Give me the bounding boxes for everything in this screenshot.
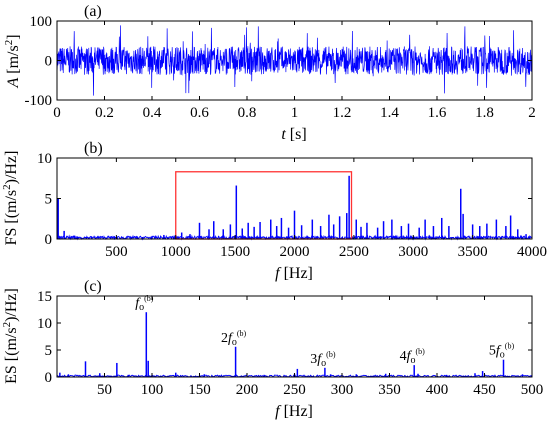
panel-a-y-axis-label: A [m/s2] xyxy=(3,34,22,88)
panel-c-xlabel-var: f xyxy=(275,403,282,420)
x-tick-label: 1.4 xyxy=(380,105,399,121)
panel-b-x-ticks: 500 1000 1500 2000 2500 3000 3500 4000 xyxy=(105,158,547,260)
panel-c-frame xyxy=(56,295,533,378)
x-tick-label: 250 xyxy=(283,382,306,398)
x-tick-label: 0.2 xyxy=(95,105,114,121)
panel-c-envelope-spectrum: (c) fo(b)2fo(b)3fo(b) 4fo(b) 5fo(b) 50 100 1… xyxy=(1,278,543,420)
x-tick-label: 450 xyxy=(473,382,496,398)
panel-c-ylabel-unit-close: )/Hz] xyxy=(3,288,20,322)
x-tick-label: 500 xyxy=(105,244,128,260)
x-tick-label: 0.8 xyxy=(238,105,257,121)
panel-a-xlabel-var: t xyxy=(281,126,286,143)
x-tick-label: 3500 xyxy=(458,244,488,260)
panel-b-fourier-spectrum: (b) 500 1000 1500 2000 2500 3000 3500 4000 0 5 10… xyxy=(1,140,547,282)
panel-c-y-axis-label: ES [(m/s2)/Hz] xyxy=(1,288,20,384)
x-tick-label: 1000 xyxy=(161,244,191,260)
harmonic-label: 5fo(b) xyxy=(489,342,515,361)
panel-c-tag: (c) xyxy=(84,278,102,295)
panel-c-annotations: fo(b) 2fo(b) 3fo(b) 4fo(b) 5fo(b) xyxy=(135,294,514,369)
x-tick-label: 400 xyxy=(426,382,449,398)
panel-a-tag: (a) xyxy=(84,3,102,20)
x-tick-label: 300 xyxy=(331,382,354,398)
harmonic-label: 2fo(b) xyxy=(221,329,247,348)
y-tick-label: 0 xyxy=(45,232,53,248)
x-tick-label: 1500 xyxy=(220,244,250,260)
panel-a-y-ticks: -100 0 100 xyxy=(25,14,532,109)
y-tick-label: 100 xyxy=(30,14,53,30)
x-tick-label: 50 xyxy=(97,382,112,398)
y-tick-label: 15 xyxy=(37,289,52,305)
y-tick-label: -100 xyxy=(25,93,53,109)
y-tick-label: 5 xyxy=(45,192,53,208)
panel-b-tag: (b) xyxy=(84,140,103,157)
x-tick-label: 1.2 xyxy=(333,105,352,121)
panel-a-plot-area xyxy=(56,25,533,96)
x-tick-label: 100 xyxy=(141,382,164,398)
panel-b-plot-area xyxy=(56,175,533,241)
panel-b-xlabel-var: f xyxy=(275,265,282,282)
harmonic-label: 4fo(b) xyxy=(400,347,426,366)
x-tick-label: 1 xyxy=(291,105,299,121)
panel-a-xlabel-unit: [s] xyxy=(286,126,307,143)
panel-b-y-ticks: 0 5 10 xyxy=(37,151,532,248)
x-tick-label: 150 xyxy=(188,382,211,398)
x-tick-label: 0.6 xyxy=(190,105,209,121)
y-tick-label: 10 xyxy=(37,316,52,332)
x-tick-label: 500 xyxy=(521,382,544,398)
y-tick-label: 0 xyxy=(45,54,53,70)
harmonic-label: fo(b) xyxy=(135,294,154,313)
panel-a-ylabel-unit-close: ] xyxy=(5,34,22,39)
y-tick-label: 5 xyxy=(45,343,53,359)
panel-a-ylabel-unit-sup: 2 xyxy=(3,40,15,46)
panel-c-x-axis-label: f [Hz] xyxy=(275,403,313,420)
panel-c-ylabel-unit-open: [(m/s xyxy=(3,327,20,365)
panel-c-x-ticks: 50 100 150 200 250 300 350 400 450 500 xyxy=(97,296,543,398)
panel-a-ylabel-var: A xyxy=(5,78,22,89)
x-tick-label: 200 xyxy=(236,382,259,398)
panel-c-ylabel-var: ES xyxy=(3,365,20,384)
panel-b-highlight-box xyxy=(175,171,353,240)
y-tick-label: 10 xyxy=(37,151,52,167)
panel-a-time-signal: (a) 0 0.2 0.4 0.6 0.8 1 1.2 1.4 1.6 1.8 2 -1000100… xyxy=(3,3,536,143)
y-tick-label: 0 xyxy=(45,370,53,386)
x-tick-label: 0 xyxy=(53,105,61,121)
x-tick-label: 4000 xyxy=(517,244,547,260)
x-tick-label: 2500 xyxy=(339,244,369,260)
x-tick-label: 1.8 xyxy=(475,105,494,121)
panel-b-y-axis-label: FS [(m/s2)/Hz] xyxy=(1,151,20,246)
panel-b-ylabel-unit-open: [(m/s xyxy=(3,190,20,228)
panel-c-ylabel-unit-sup: 2 xyxy=(1,322,13,328)
panel-b-ylabel-unit-close: )/Hz] xyxy=(3,151,20,185)
harmonic-label: 3fo(b) xyxy=(310,350,336,369)
x-tick-label: 350 xyxy=(378,382,401,398)
panel-b-x-axis-label: f [Hz] xyxy=(275,265,313,282)
panel-b-ylabel-var: FS xyxy=(3,228,20,246)
x-tick-label: 2000 xyxy=(280,244,310,260)
x-tick-label: 3000 xyxy=(398,244,428,260)
x-tick-label: 1.6 xyxy=(428,105,447,121)
panel-a-x-axis-label: t [s] xyxy=(281,126,306,143)
panel-b-ylabel-unit-sup: 2 xyxy=(1,184,13,190)
x-tick-label: 2 xyxy=(528,105,536,121)
x-tick-label: 0.4 xyxy=(143,105,162,121)
panel-c-xlabel-unit: [Hz] xyxy=(280,403,313,420)
panel-b-xlabel-unit: [Hz] xyxy=(280,265,313,282)
panel-c-plot-area xyxy=(56,312,533,378)
panel-a-x-ticks: 0 0.2 0.4 0.6 0.8 1 1.2 1.4 1.6 1.8 2 xyxy=(53,21,536,121)
panel-c-y-ticks: 0 5 10 15 xyxy=(37,289,532,386)
panel-a-ylabel-unit-open: [m/s xyxy=(5,45,22,77)
signal-trace xyxy=(56,25,533,96)
